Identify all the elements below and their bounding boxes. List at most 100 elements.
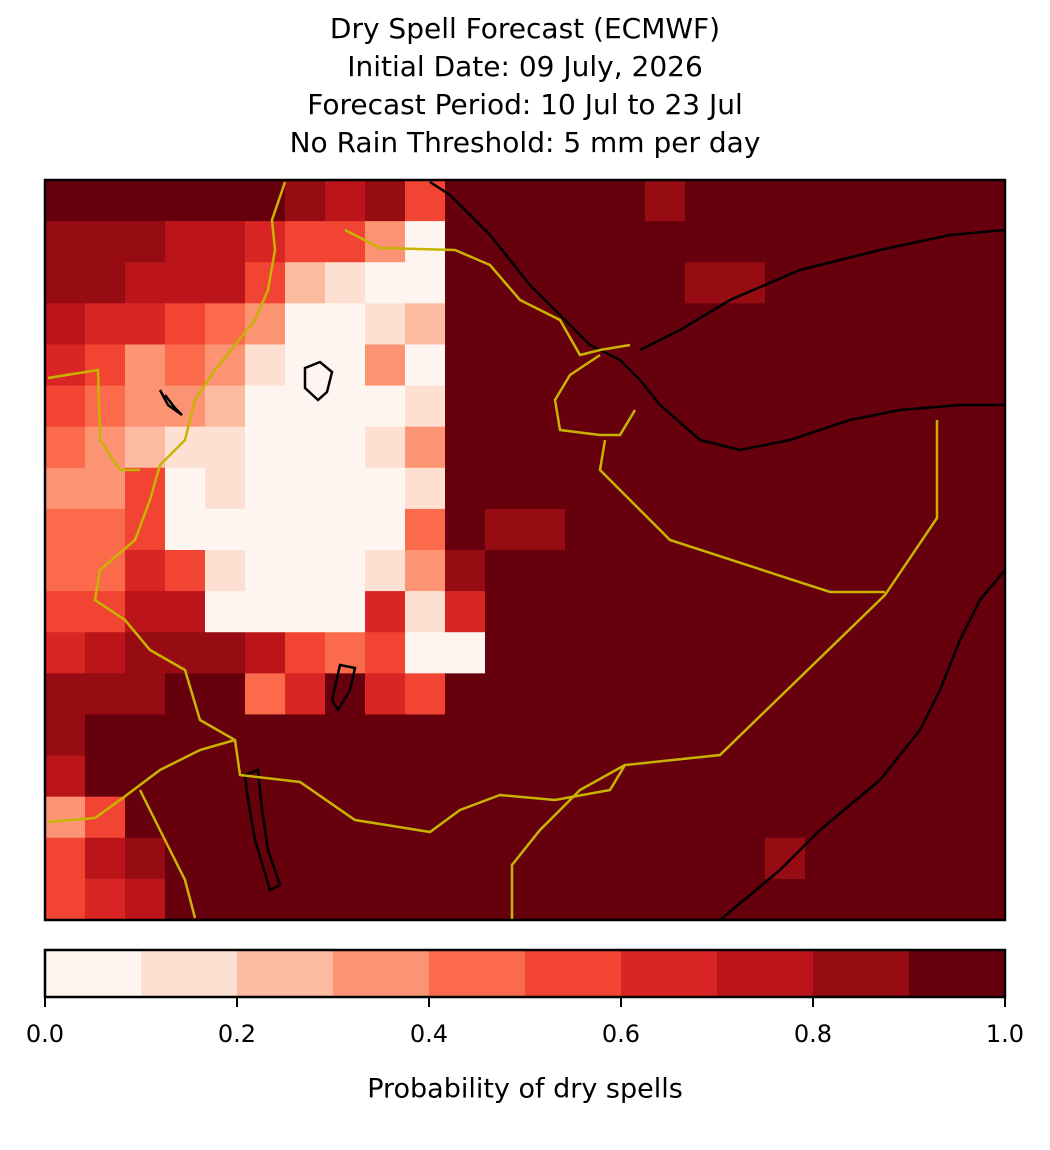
grid-cell xyxy=(405,180,446,222)
grid-cell xyxy=(205,262,246,304)
grid-cell xyxy=(85,303,126,345)
grid-cell xyxy=(285,262,326,304)
grid-cell xyxy=(285,467,326,510)
grid-cell xyxy=(525,796,566,839)
grid-cell xyxy=(205,180,246,222)
grid-cell xyxy=(765,180,806,222)
grid-cell xyxy=(205,303,246,345)
colorbar-tick-label: 0.6 xyxy=(602,1020,640,1048)
map-frame xyxy=(43,178,1007,922)
grid-cell xyxy=(85,550,126,592)
grid-cell xyxy=(845,878,886,921)
grid-cell xyxy=(45,550,86,592)
coastline xyxy=(639,228,1006,352)
grid-cell xyxy=(285,385,326,428)
grid-cell xyxy=(965,180,1006,222)
grid-cell xyxy=(925,303,966,345)
grid-cell xyxy=(645,550,686,592)
border xyxy=(510,763,626,920)
grid-cell xyxy=(645,221,686,263)
grid-cell xyxy=(285,591,326,633)
grid-cell xyxy=(125,344,166,387)
grid-cell xyxy=(725,180,766,222)
grid-cell xyxy=(645,591,686,633)
border xyxy=(138,789,197,919)
grid-cell xyxy=(885,262,926,304)
grid-cell xyxy=(165,673,206,715)
grid-cell xyxy=(605,303,646,345)
grid-cell xyxy=(725,714,766,757)
colorbar-label: Probability of dry spells xyxy=(367,1074,683,1105)
grid-cell xyxy=(445,180,486,222)
grid-cell xyxy=(365,591,406,633)
grid-cell xyxy=(205,878,246,921)
grid-cell xyxy=(565,180,606,222)
grid-cell xyxy=(885,303,926,345)
grid-cell xyxy=(565,550,606,592)
grid-cell xyxy=(445,426,486,469)
grid-cell xyxy=(85,714,126,757)
grid-cell xyxy=(445,344,486,387)
grid-cell xyxy=(325,591,366,633)
grid-cell xyxy=(405,467,446,510)
grid-cell xyxy=(685,755,726,798)
colorbar-segment xyxy=(237,950,333,997)
grid-cell xyxy=(325,632,366,674)
grid-cell xyxy=(285,426,326,469)
grid-cell xyxy=(565,755,606,798)
grid-cell xyxy=(445,303,486,345)
grid-cell xyxy=(165,262,206,304)
grid-cell xyxy=(245,550,286,592)
grid-cell xyxy=(845,714,886,757)
grid-cell xyxy=(765,796,806,839)
grid-cell xyxy=(325,673,366,715)
grid-cell xyxy=(485,221,526,263)
grid-cell xyxy=(405,221,446,263)
grid-cell xyxy=(525,878,566,921)
colorbar-tick-label: 0.4 xyxy=(410,1020,448,1048)
grid-cell xyxy=(205,837,246,880)
grid-cell xyxy=(445,262,486,304)
grid-cell xyxy=(325,755,366,798)
grid-cell xyxy=(685,180,726,222)
grid-cell xyxy=(845,180,886,222)
grid-cell xyxy=(485,467,526,510)
grid-cell xyxy=(845,262,886,304)
grid-cell xyxy=(45,303,86,345)
grid-cell xyxy=(325,221,366,263)
colorbar-segment xyxy=(429,950,525,997)
grid-cell xyxy=(325,714,366,757)
grid-cell xyxy=(85,221,126,263)
grid-cell xyxy=(525,591,566,633)
grid-cell xyxy=(405,262,446,304)
grid-cell xyxy=(845,467,886,510)
grid-cell xyxy=(125,632,166,674)
grid-cell xyxy=(405,508,446,551)
grid-cell xyxy=(485,837,526,880)
grid-cell xyxy=(485,180,526,222)
grid-cell xyxy=(165,796,206,839)
grid-cell xyxy=(845,303,886,345)
grid-cell xyxy=(725,673,766,715)
grid-cell xyxy=(765,550,806,592)
grid-cell xyxy=(125,796,166,839)
grid-cell xyxy=(245,221,286,263)
grid-cell xyxy=(885,591,926,633)
grid-cell xyxy=(525,180,566,222)
colorbar-tick-label: 0.8 xyxy=(794,1020,832,1048)
grid-cell xyxy=(285,632,326,674)
grid-cell xyxy=(565,221,606,263)
grid-cell xyxy=(605,221,646,263)
grid-cell xyxy=(965,262,1006,304)
grid-cell xyxy=(365,714,406,757)
grid-cell xyxy=(925,796,966,839)
grid-cell xyxy=(525,344,566,387)
grid-cell xyxy=(565,303,606,345)
grid-cell xyxy=(605,673,646,715)
grid-cell xyxy=(325,385,366,428)
colorbar-segment xyxy=(141,950,237,997)
grid-cell xyxy=(885,878,926,921)
grid-cell xyxy=(645,180,686,222)
grid-cell xyxy=(685,385,726,428)
colorbar-segment xyxy=(717,950,813,997)
